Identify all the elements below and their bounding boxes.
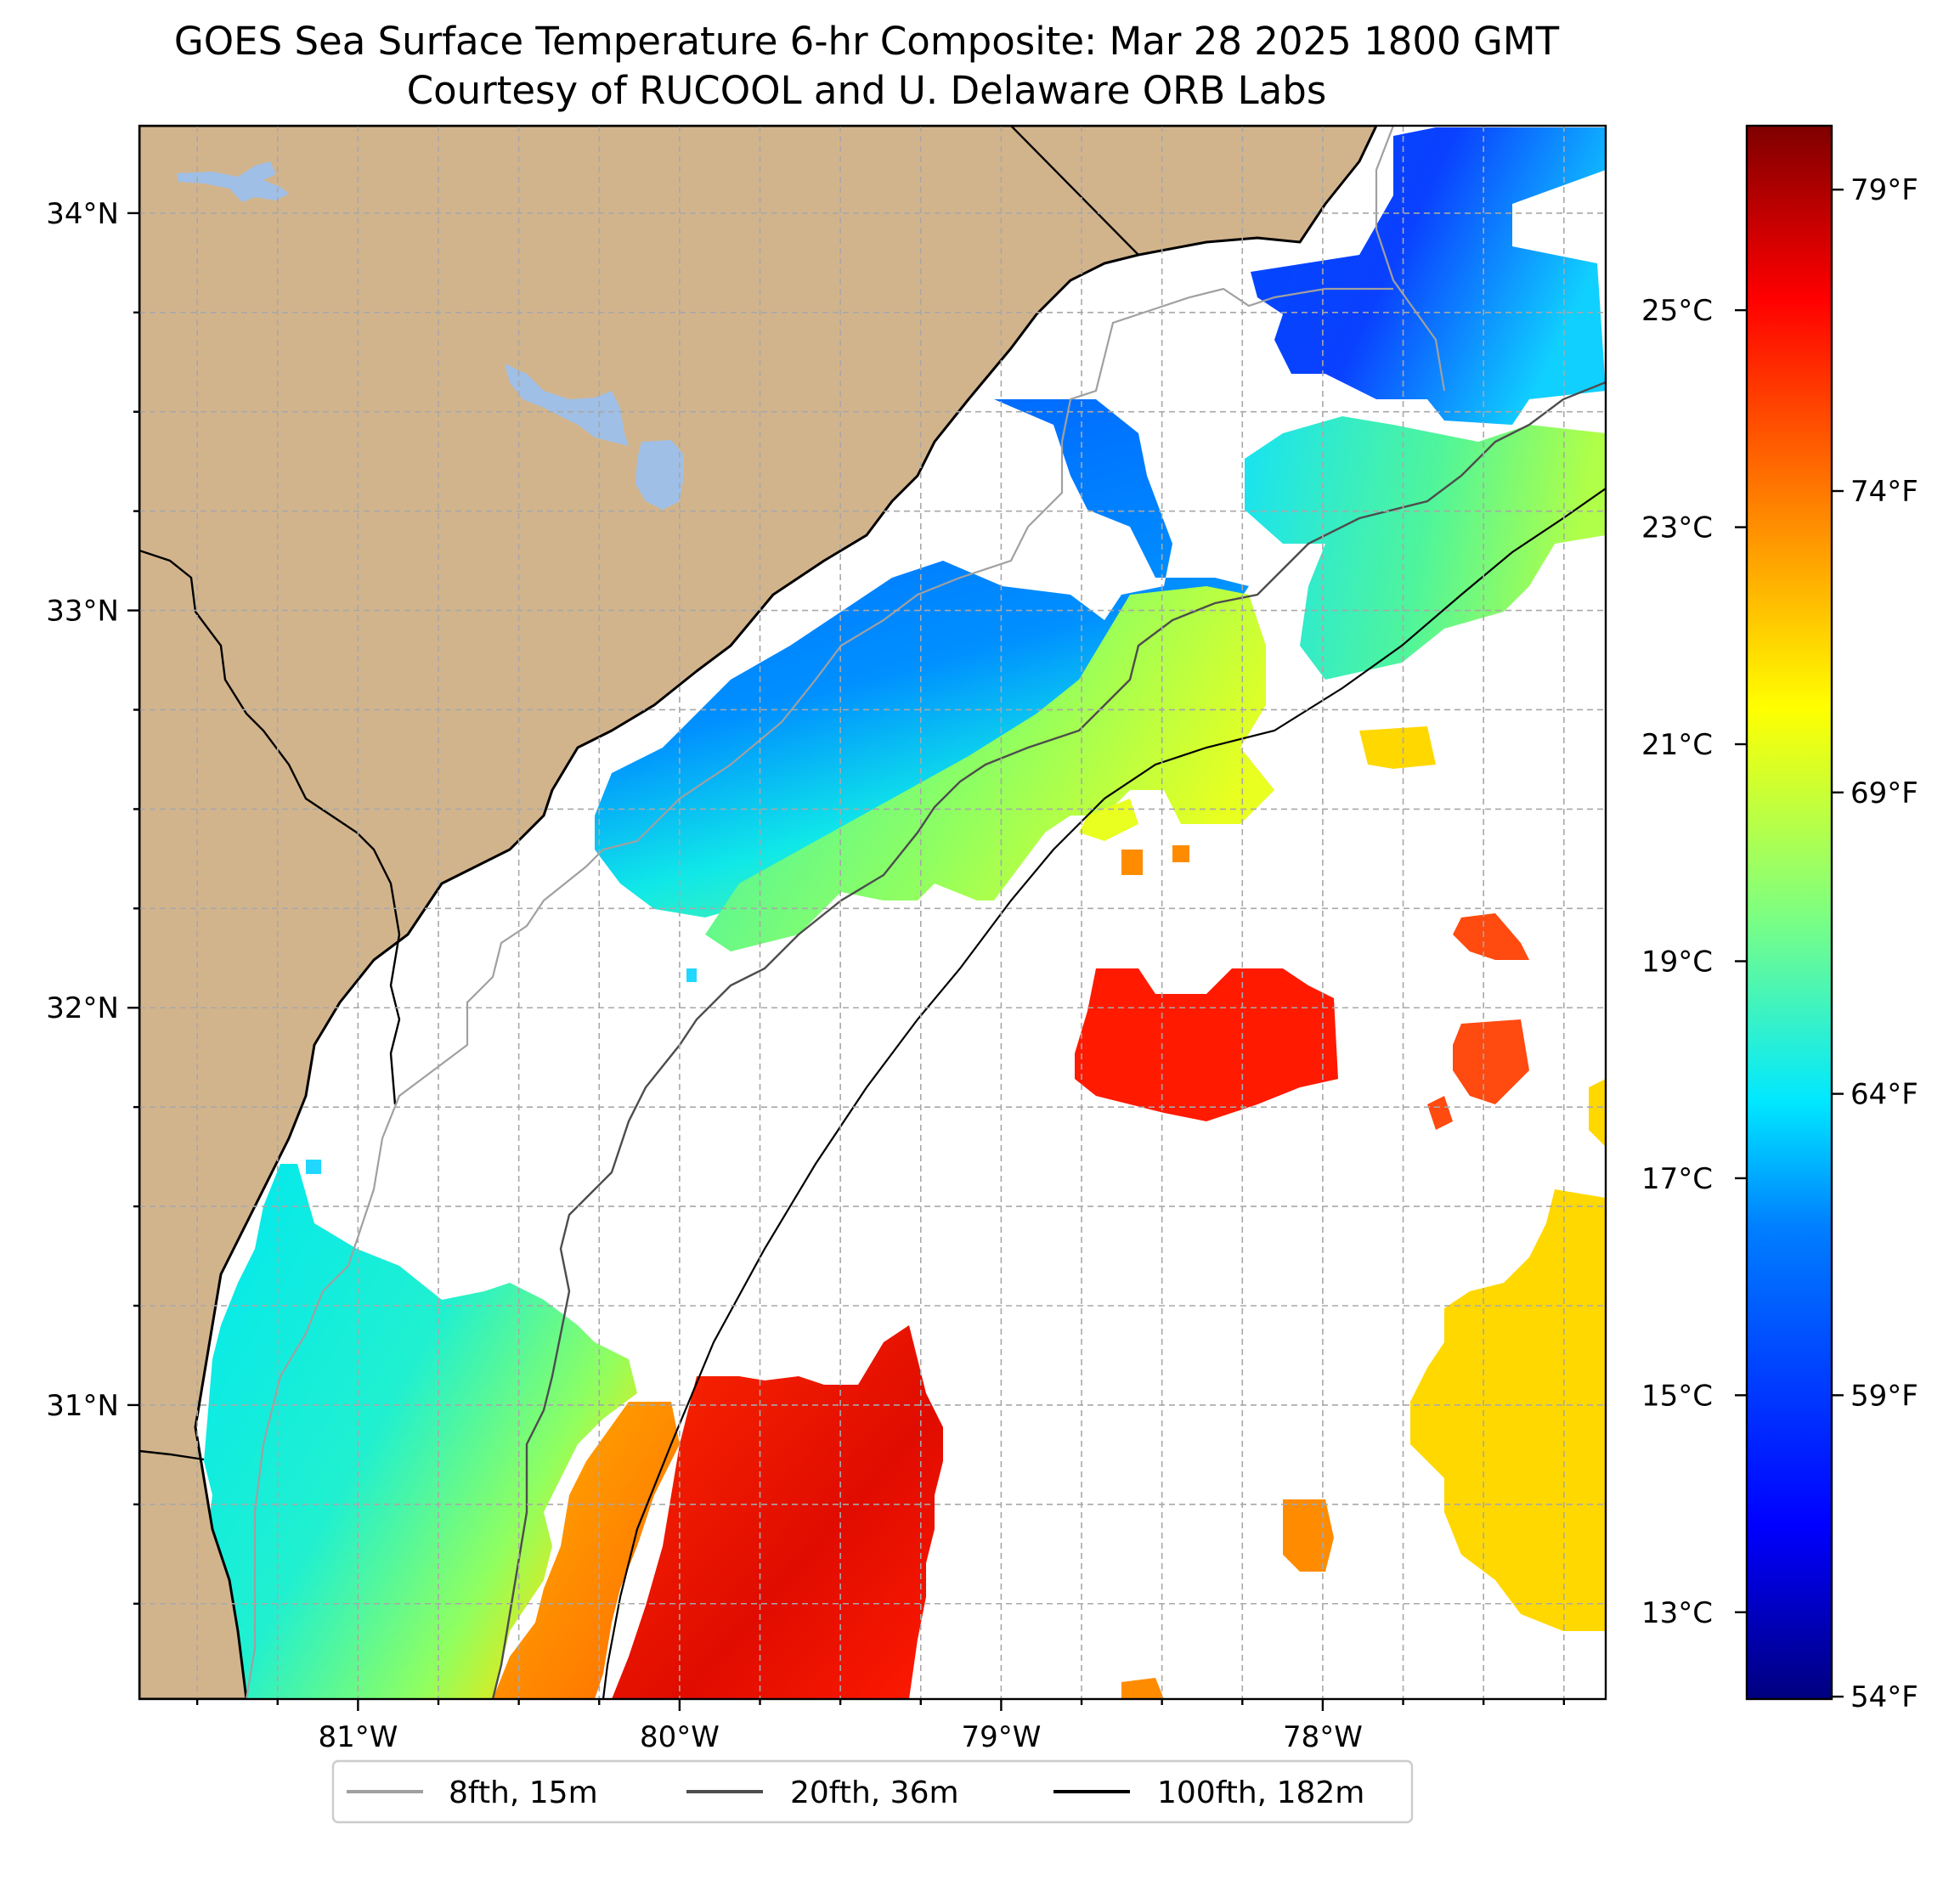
colorbar-gradient bbox=[1745, 124, 1833, 1701]
inland-water bbox=[177, 161, 684, 510]
lon-tick-label: 80°W bbox=[640, 1720, 720, 1754]
sst-field bbox=[204, 127, 1606, 1699]
map-panel bbox=[139, 126, 1606, 1699]
legend-item-36m: 20fth, 36m bbox=[686, 1776, 959, 1810]
state-border-south bbox=[139, 1449, 205, 1461]
colorbar: 25°C 23°C 21°C 19°C 17°C 15°C 13°C 79°F 74°F 69°F… bbox=[1641, 124, 1918, 1714]
colorbar-fahrenheit-label: 54°F bbox=[1850, 1680, 1918, 1714]
isobath-182m bbox=[602, 488, 1606, 1699]
colorbar-fahrenheit-label: 74°F bbox=[1850, 475, 1918, 509]
colorbar-celsius-label: 13°C bbox=[1641, 1596, 1713, 1630]
sst-region-nearshore-north bbox=[1251, 127, 1606, 425]
sst-region-shelf-south bbox=[204, 1164, 637, 1699]
legend-item-182m: 100fth, 182m bbox=[1053, 1776, 1364, 1810]
map-frame bbox=[138, 124, 1607, 1701]
lat-tick-label: 34°N bbox=[46, 197, 119, 231]
colorbar-ticks: 25°C 23°C 21°C 19°C 17°C 15°C 13°C 79°F 74°F 69°F… bbox=[1641, 173, 1918, 1714]
colorbar-fahrenheit-label: 59°F bbox=[1850, 1379, 1918, 1413]
lake-marion bbox=[505, 364, 629, 446]
lake-moultrie bbox=[635, 440, 684, 510]
legend-label-15m: 8fth, 15m bbox=[449, 1776, 598, 1810]
land-mass bbox=[139, 126, 1378, 1699]
sst-region-shelf-central-edge bbox=[705, 586, 1274, 951]
lon-tick-label: 78°W bbox=[1283, 1720, 1363, 1754]
lon-tick-label: 81°W bbox=[318, 1720, 398, 1754]
colorbar-fahrenheit-label: 64°F bbox=[1850, 1078, 1918, 1112]
colorbar-celsius-label: 21°C bbox=[1641, 728, 1713, 762]
state-border-north bbox=[1010, 126, 1139, 256]
lake-north bbox=[177, 161, 289, 202]
legend-box bbox=[331, 1759, 1414, 1824]
title-line-2: Courtesy of RUCOOL and U. Delaware ORB L… bbox=[407, 68, 1327, 113]
colorbar-celsius-label: 19°C bbox=[1641, 945, 1713, 979]
legend-label-182m: 100fth, 182m bbox=[1157, 1776, 1364, 1810]
isobath-36m bbox=[491, 381, 1606, 1699]
colorbar-celsius-label: 23°C bbox=[1641, 511, 1713, 545]
lat-tick-label: 33°N bbox=[46, 595, 119, 629]
state-border bbox=[139, 549, 401, 1105]
isobath-legend: 8fth, 15m 20fth, 36m 100fth, 182m bbox=[331, 1759, 1414, 1824]
sst-region-warm-eddy-central bbox=[1075, 968, 1338, 1121]
lat-tick-label: 32°N bbox=[46, 991, 119, 1025]
sst-region-offshore-north bbox=[1245, 255, 1606, 680]
sst-region-gulf-stream-south bbox=[612, 1325, 943, 1699]
colorbar-celsius-label: 17°C bbox=[1641, 1162, 1713, 1196]
lon-gridlines bbox=[196, 126, 1565, 1699]
colorbar-fahrenheit-label: 69°F bbox=[1850, 776, 1918, 810]
gridlines bbox=[139, 126, 1606, 1699]
colorbar-celsius-label: 15°C bbox=[1641, 1379, 1713, 1413]
sst-region-warm-west-patch bbox=[493, 1402, 680, 1699]
lon-tick-label: 79°W bbox=[961, 1720, 1041, 1754]
map-axes: 34°N 33°N 32°N 31°N 81°W 80°W 79°W 78°W bbox=[46, 197, 1565, 1754]
legend-item-15m: 8fth, 15m bbox=[347, 1776, 598, 1810]
sst-region-warm-southeast bbox=[1359, 726, 1606, 1631]
sst-region-warm-patch-east bbox=[1427, 913, 1529, 1130]
title-line-1: GOES Sea Surface Temperature 6-hr Compos… bbox=[174, 19, 1560, 64]
colorbar-fahrenheit-label: 79°F bbox=[1850, 173, 1918, 207]
colorbar-celsius-label: 25°C bbox=[1641, 294, 1713, 328]
lat-tick-label: 31°N bbox=[46, 1389, 119, 1423]
sst-region-shelf-central bbox=[595, 399, 1249, 917]
legend-label-36m: 20fth, 36m bbox=[790, 1776, 959, 1810]
isobath-15m bbox=[245, 126, 1446, 1699]
